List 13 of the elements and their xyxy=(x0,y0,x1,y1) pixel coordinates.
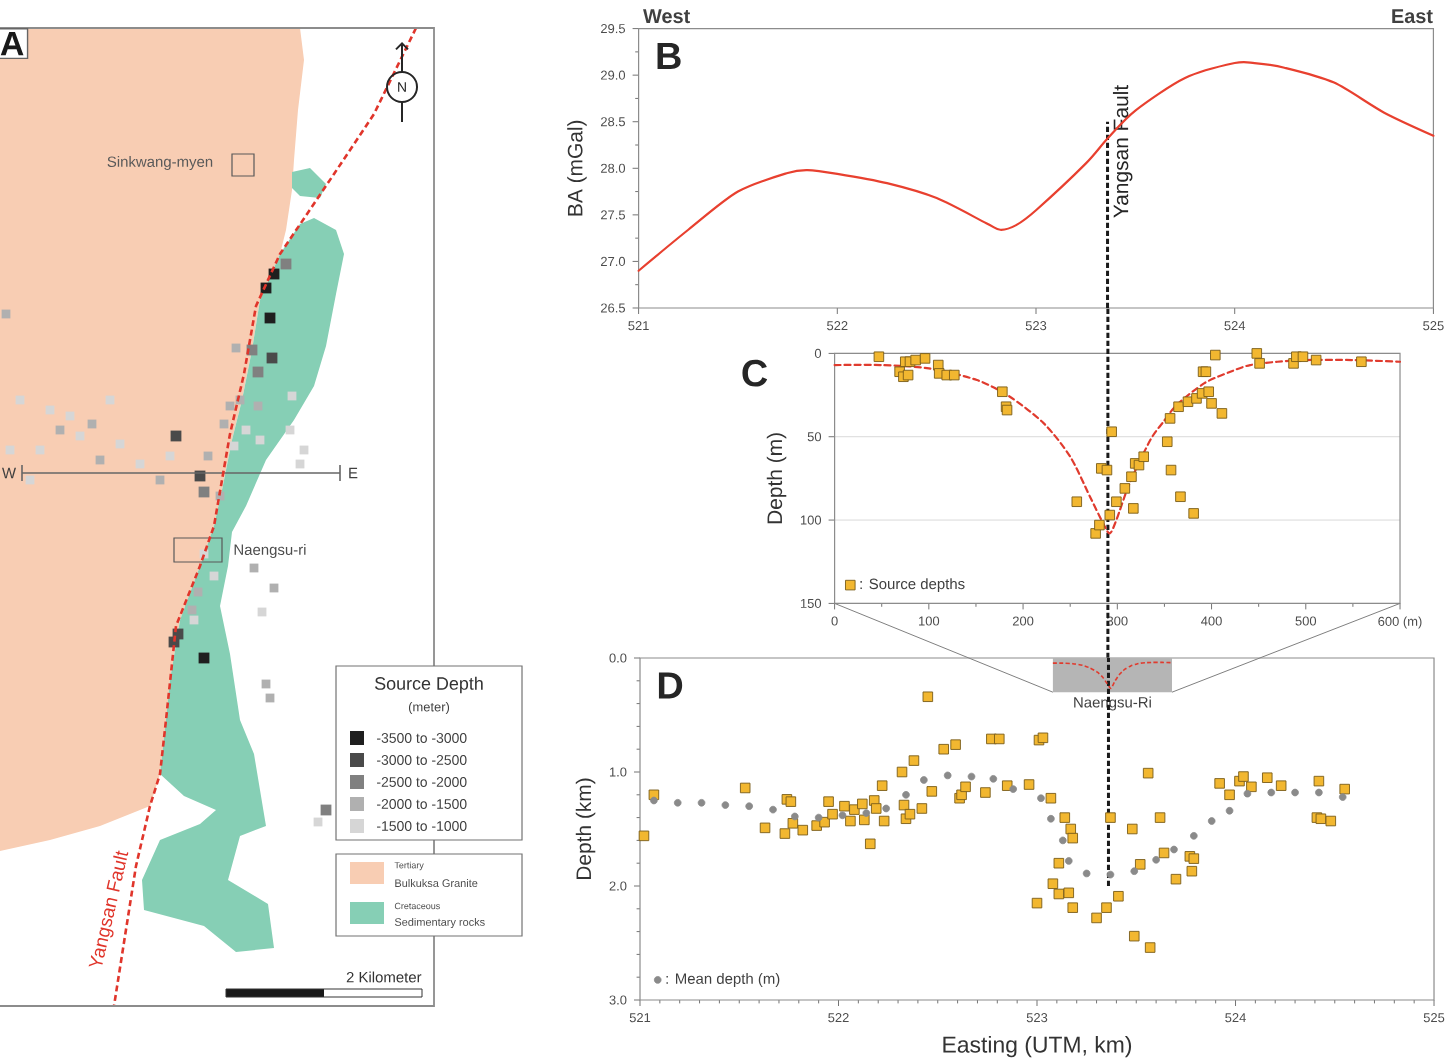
y-axis-title: Depth (m) xyxy=(766,433,787,524)
chart-title: C xyxy=(742,359,768,387)
text: East xyxy=(1392,9,1433,24)
text: A xyxy=(0,31,24,56)
legend-title: Source Depth xyxy=(374,676,483,694)
ref-line-label: Yangsan Fault xyxy=(1112,85,1133,218)
y-axis-title: Depth (km) xyxy=(575,778,596,880)
text: Yangsan Fault xyxy=(88,850,129,967)
y-axis-title: BA (mGal) xyxy=(567,120,587,216)
text: West xyxy=(643,9,691,24)
chart-title: B xyxy=(657,43,681,70)
chart-title: D xyxy=(658,672,683,699)
x-axis-title: Easting (UTM, km) xyxy=(943,1035,1132,1058)
